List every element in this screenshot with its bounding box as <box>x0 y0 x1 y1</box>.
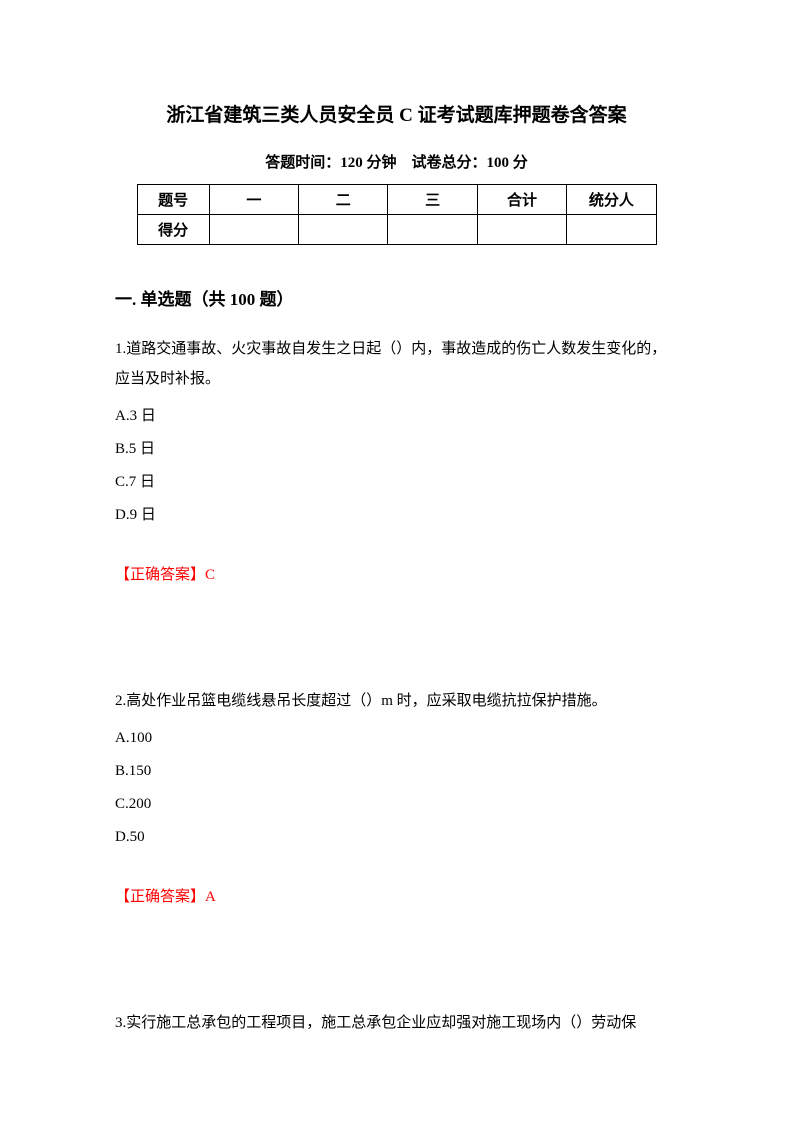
score-label: 试卷总分：100 分 <box>412 155 528 171</box>
score-cell <box>388 215 477 245</box>
header-cell: 三 <box>388 185 477 215</box>
section-heading: 一. 单选题（共 100 题） <box>115 285 678 310</box>
score-cell <box>209 215 298 245</box>
answer-text: 【正确答案】C <box>115 560 678 590</box>
question-2: 2.高处作业吊篮电缆线悬吊长度超过（）m 时，应采取电缆抗拉保护措施。 A.10… <box>115 686 678 912</box>
table-header-row: 题号 一 二 三 合计 统分人 <box>137 185 656 215</box>
header-cell: 一 <box>209 185 298 215</box>
header-cell: 题号 <box>137 185 209 215</box>
question-text: 1.道路交通事故、火灾事故自发生之日起（）内，事故造成的伤亡人数发生变化的，应当… <box>115 334 678 394</box>
score-label-cell: 得分 <box>137 215 209 245</box>
question-text: 2.高处作业吊篮电缆线悬吊长度超过（）m 时，应采取电缆抗拉保护措施。 <box>115 686 678 716</box>
header-cell: 统分人 <box>567 185 656 215</box>
time-label: 答题时间：120 分钟 <box>265 155 396 171</box>
option-b: B.5 日 <box>115 433 678 466</box>
question-3: 3.实行施工总承包的工程项目，施工总承包企业应却强对施工现场内（）劳动保 <box>115 1008 678 1038</box>
option-a: A.3 日 <box>115 400 678 433</box>
option-a: A.100 <box>115 722 678 755</box>
score-table: 题号 一 二 三 合计 统分人 得分 <box>137 184 657 245</box>
option-c: C.7 日 <box>115 466 678 499</box>
header-cell: 合计 <box>477 185 566 215</box>
answer-text: 【正确答案】A <box>115 882 678 912</box>
option-d: D.50 <box>115 821 678 854</box>
exam-meta: 答题时间：120 分钟 试卷总分：100 分 <box>115 151 678 172</box>
option-d: D.9 日 <box>115 499 678 532</box>
table-score-row: 得分 <box>137 215 656 245</box>
question-text: 3.实行施工总承包的工程项目，施工总承包企业应却强对施工现场内（）劳动保 <box>115 1008 678 1038</box>
score-cell <box>567 215 656 245</box>
exam-title: 浙江省建筑三类人员安全员 C 证考试题库押题卷含答案 <box>115 100 678 127</box>
question-1: 1.道路交通事故、火灾事故自发生之日起（）内，事故造成的伤亡人数发生变化的，应当… <box>115 334 678 590</box>
option-c: C.200 <box>115 788 678 821</box>
score-cell <box>299 215 388 245</box>
header-cell: 二 <box>299 185 388 215</box>
option-b: B.150 <box>115 755 678 788</box>
score-cell <box>477 215 566 245</box>
